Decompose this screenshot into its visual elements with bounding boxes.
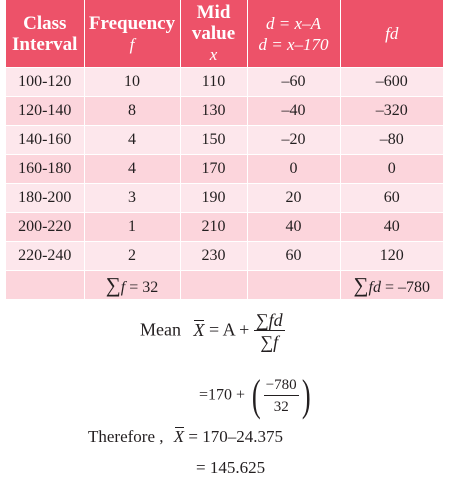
sum-f-var: f — [120, 278, 126, 296]
sum-fd-cell: ∑fd = –780 — [340, 270, 443, 300]
cell-fd: –80 — [340, 125, 443, 155]
equals-a-plus: = A + — [208, 319, 250, 340]
cell-deviation: 60 — [247, 241, 341, 271]
header-fd: fd — [340, 0, 443, 68]
cell-deviation: 40 — [247, 212, 341, 242]
header-frequency: Frequency f — [84, 0, 181, 68]
fraction-numerator: −780 — [263, 375, 299, 396]
header-deviation: d = x–A d = x–170 — [247, 0, 341, 68]
header-mid-value: Mid value x — [180, 0, 248, 68]
cell-empty — [6, 270, 85, 300]
sigma-symbol: ∑ — [105, 272, 121, 297]
sum-fd-value: = –780 — [380, 278, 430, 296]
table-row: 140-160 4 150 –20 –80 — [6, 125, 443, 155]
fraction-denominator: ∑f — [260, 332, 279, 352]
sum-f-cell: ∑f = 32 — [84, 270, 181, 300]
header-text: Mid — [196, 2, 231, 23]
cell-fd: –600 — [340, 67, 443, 97]
cell-deviation: 20 — [247, 183, 341, 213]
cell-interval: 200-220 — [6, 212, 85, 242]
cell-mid-value: 170 — [180, 154, 248, 184]
fraction-value: −780 32 — [263, 375, 299, 418]
cell-fd: –320 — [340, 96, 443, 126]
cell-mid-value: 130 — [180, 96, 248, 126]
cell-deviation: –60 — [247, 67, 341, 97]
cell-mid-value: 230 — [180, 241, 248, 271]
frequency-table: Class Interval Frequency f Mid value x d… — [6, 0, 443, 300]
table-sum-row: ∑f = 32 ∑fd = –780 — [6, 270, 443, 300]
cell-fd: 120 — [340, 241, 443, 271]
result-value: = 145.625 — [196, 458, 266, 477]
cell-interval: 220-240 — [6, 241, 85, 271]
header-text: f — [129, 34, 135, 54]
cell-interval: 120-140 — [6, 96, 85, 126]
fraction-sum-fd-over-sum-f: ∑fd ∑f — [253, 310, 285, 353]
table-row: 220-240 2 230 60 120 — [6, 241, 443, 271]
table-row: 100-120 10 110 –60 –600 — [6, 67, 443, 97]
table-row: 160-180 4 170 0 0 — [6, 154, 443, 184]
cell-fd: 0 — [340, 154, 443, 184]
cell-interval: 160-180 — [6, 154, 85, 184]
cell-mid-value: 190 — [180, 183, 248, 213]
sum-fd-var: fd — [368, 278, 381, 296]
xbar-symbol: X — [173, 427, 185, 446]
left-paren: ( — [251, 371, 261, 420]
cell-frequency: 2 — [84, 241, 181, 271]
cell-interval: 180-200 — [6, 183, 85, 213]
header-text: Class — [23, 12, 67, 34]
header-text: x — [209, 45, 218, 64]
mean-label: Mean — [140, 319, 181, 340]
result-line: = 145.625 — [196, 458, 265, 478]
fraction-numerator: ∑fd — [253, 310, 285, 331]
table-header-row: Class Interval Frequency f Mid value x d… — [6, 0, 443, 68]
header-class-interval: Class Interval — [6, 0, 85, 68]
header-text: d = x–170 — [258, 34, 329, 54]
mean-formula: Mean X = A + ∑fd ∑f — [140, 310, 285, 353]
table-row: 200-220 1 210 40 40 — [6, 212, 443, 242]
header-text: Interval — [12, 33, 78, 55]
cell-fd: 40 — [340, 212, 443, 242]
cell-frequency: 8 — [84, 96, 181, 126]
therefore-line: Therefore , X = 170–24.375 — [88, 427, 283, 447]
cell-interval: 140-160 — [6, 125, 85, 155]
cell-mid-value: 210 — [180, 212, 248, 242]
substitution-line: =170 + ( −780 32 ) — [199, 374, 313, 418]
header-text: value — [191, 23, 236, 44]
xbar-symbol: X — [193, 319, 205, 340]
cell-frequency: 10 — [84, 67, 181, 97]
cell-mid-value: 110 — [180, 67, 248, 97]
cell-empty — [247, 270, 341, 300]
cell-frequency: 4 — [84, 154, 181, 184]
cell-mid-value: 150 — [180, 125, 248, 155]
cell-empty — [180, 270, 248, 300]
sigma-symbol: ∑ — [353, 272, 369, 297]
table-row: 180-200 3 190 20 60 — [6, 183, 443, 213]
cell-fd: 60 — [340, 183, 443, 213]
substitution-prefix: =170 + — [199, 386, 246, 404]
cell-deviation: 0 — [247, 154, 341, 184]
header-text: fd — [385, 24, 399, 43]
cell-deviation: –20 — [247, 125, 341, 155]
cell-deviation: –40 — [247, 96, 341, 126]
sum-f-value: = 32 — [125, 278, 159, 296]
right-paren: ) — [301, 371, 311, 420]
cell-frequency: 3 — [84, 183, 181, 213]
cell-frequency: 1 — [84, 212, 181, 242]
therefore-label: Therefore , — [88, 427, 164, 446]
header-text: Frequency — [88, 12, 176, 34]
cell-interval: 100-120 — [6, 67, 85, 97]
header-text: d = x–A — [266, 13, 321, 33]
therefore-value: = 170–24.375 — [188, 427, 283, 446]
fraction-denominator: 32 — [273, 398, 289, 415]
cell-frequency: 4 — [84, 125, 181, 155]
table-row: 120-140 8 130 –40 –320 — [6, 96, 443, 126]
